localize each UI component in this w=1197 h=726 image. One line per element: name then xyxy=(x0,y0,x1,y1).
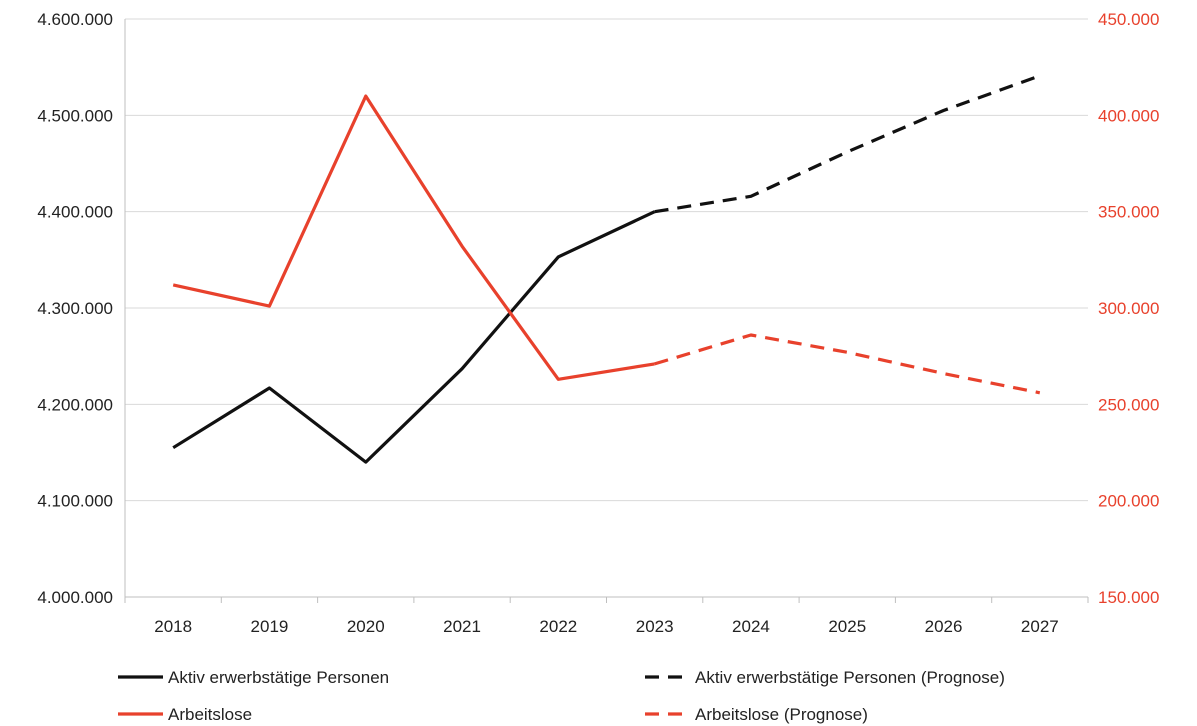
legend-label: Aktiv erwerbstätige Personen (Prognose) xyxy=(695,668,1005,687)
x-axis-tick-label: 2024 xyxy=(732,617,770,636)
series-line-aktiv-erwerbst-tige-personen-prognose xyxy=(654,74,1041,214)
legend: Aktiv erwerbstätige Personen Aktiv erwerb… xyxy=(118,668,1005,724)
series-line-arbeitslose-prognose xyxy=(654,333,1041,395)
left-axis-tick-label: 4.000.000 xyxy=(37,588,113,607)
right-axis-tick-label: 250.000 xyxy=(1098,395,1159,414)
right-axis-tick-label: 400.000 xyxy=(1098,106,1159,125)
left-axis-tick-label: 4.500.000 xyxy=(37,106,113,125)
x-axis-tick-label: 2025 xyxy=(828,617,866,636)
left-axis-tick-label: 4.300.000 xyxy=(37,299,113,318)
right-axis-tick-label: 300.000 xyxy=(1098,299,1159,318)
left-axis-tick-label: 4.400.000 xyxy=(37,203,113,222)
legend-label: Arbeitslose (Prognose) xyxy=(695,705,868,724)
right-axis-tick-labels: 150.000 200.000 250.000 300.000 350.000 400.0… xyxy=(1098,10,1159,607)
right-axis-tick-label: 450.000 xyxy=(1098,10,1159,29)
left-axis-tick-label: 4.100.000 xyxy=(37,492,113,511)
legend-label: Aktiv erwerbstätige Personen xyxy=(168,668,389,687)
series-lines xyxy=(172,74,1041,464)
x-axis-tick-label: 2018 xyxy=(154,617,192,636)
legend-label: Arbeitslose xyxy=(168,705,252,724)
gridlines xyxy=(125,18,1088,502)
x-axis-tick-label: 2021 xyxy=(443,617,481,636)
right-axis-tick-label: 200.000 xyxy=(1098,492,1159,511)
series-line-arbeitslose xyxy=(172,94,655,381)
series-line-aktiv-erwerbst-tige-personen xyxy=(172,210,656,464)
x-axis-tick-labels: 2018 2019 2020 2021 2022 2023 2024 2025 2026 2027 xyxy=(154,617,1059,636)
left-axis-tick-label: 4.200.000 xyxy=(37,395,113,414)
left-axis-tick-labels: 4.000.000 4.100.000 4.200.000 4.300.000 4.40… xyxy=(37,10,113,607)
x-axis-tick-label: 2020 xyxy=(347,617,385,636)
x-axis-tick-label: 2022 xyxy=(539,617,577,636)
right-axis-tick-label: 150.000 xyxy=(1098,588,1159,607)
x-axis-tick-label: 2019 xyxy=(251,617,289,636)
x-axis-tick-label: 2027 xyxy=(1021,617,1059,636)
x-axis-tick-label: 2023 xyxy=(636,617,674,636)
axes xyxy=(124,19,1089,603)
left-axis-tick-label: 4.600.000 xyxy=(37,10,113,29)
right-axis-tick-label: 350.000 xyxy=(1098,203,1159,222)
x-axis-tick-label: 2026 xyxy=(925,617,963,636)
